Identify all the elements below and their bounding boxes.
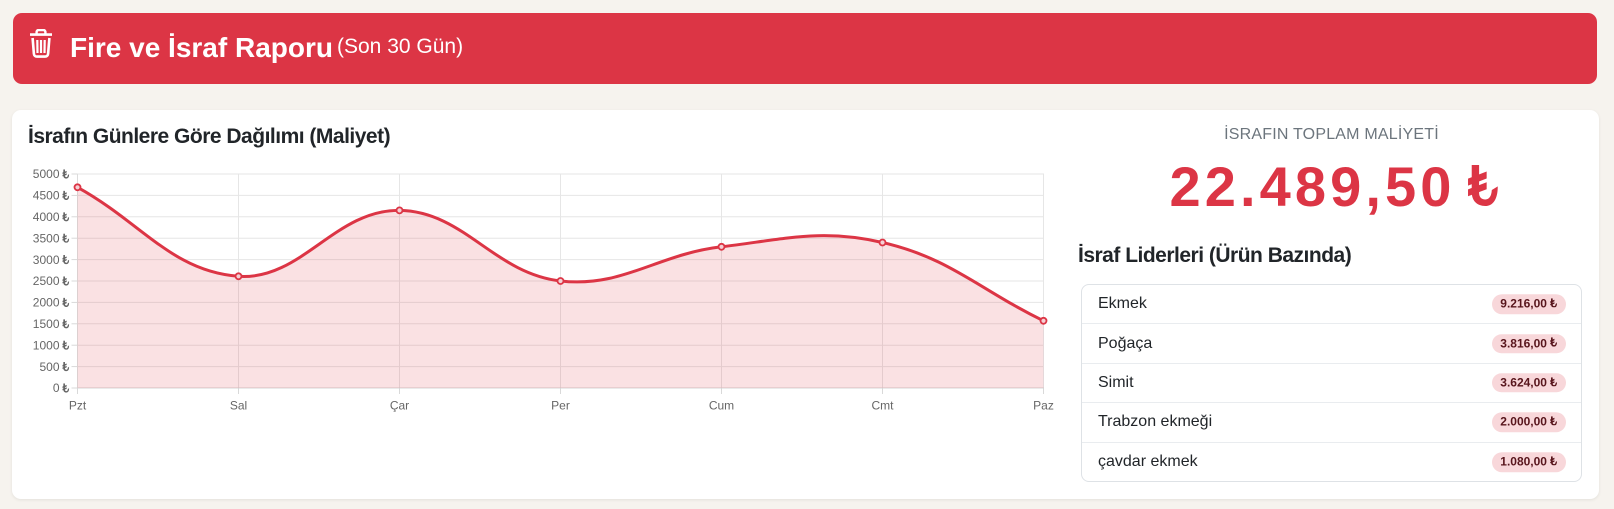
svg-text:1500: 1500 (33, 317, 60, 331)
svg-text:Per: Per (551, 399, 570, 413)
svg-text:500: 500 (39, 360, 59, 374)
svg-text:1000: 1000 (33, 338, 60, 352)
svg-text:Paz: Paz (1033, 399, 1054, 413)
svg-text:3500: 3500 (33, 231, 60, 245)
svg-text:Sal: Sal (230, 399, 247, 413)
svg-text:0: 0 (53, 381, 60, 395)
svg-text:Pzt: Pzt (69, 399, 87, 413)
svg-text:Cum: Cum (709, 399, 734, 413)
svg-text:4500: 4500 (33, 189, 60, 203)
svg-text:Cmt: Cmt (872, 399, 895, 413)
svg-text:5000: 5000 (33, 167, 60, 181)
svg-text:2500: 2500 (33, 274, 60, 288)
svg-text:2000: 2000 (33, 296, 60, 310)
svg-text:3000: 3000 (33, 253, 60, 267)
svg-text:Çar: Çar (390, 399, 409, 413)
svg-text:4000: 4000 (33, 210, 60, 224)
